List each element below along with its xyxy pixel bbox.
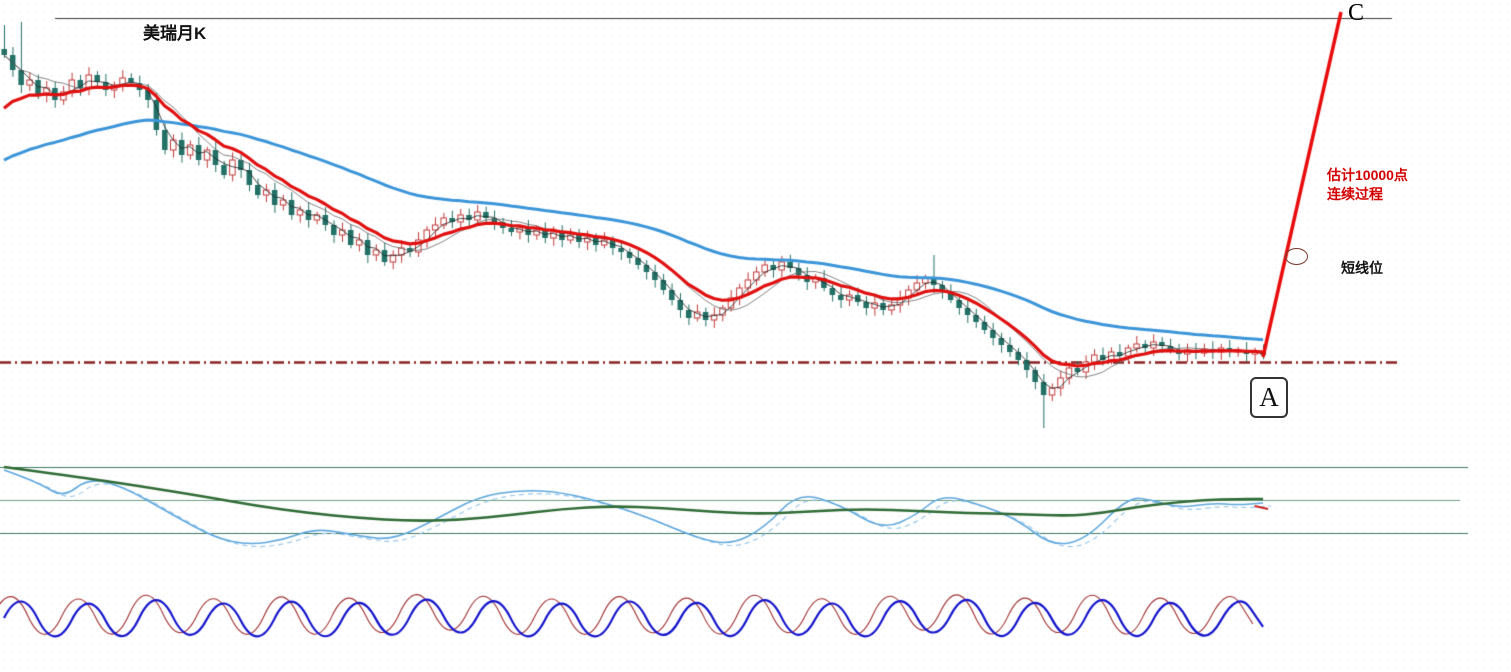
- forecast-annotation-line2: 连续过程: [1327, 186, 1383, 202]
- wave-point-a-label: A: [1259, 382, 1279, 412]
- forecast-annotation-line1: 估计10000点: [1327, 167, 1408, 183]
- forecast-annotation: 估计10000点 连续过程: [1327, 166, 1408, 204]
- short-term-marker-circle: [1285, 248, 1308, 265]
- wave-point-a-box: A: [1250, 377, 1288, 418]
- short-term-label: 短线位: [1341, 260, 1383, 276]
- wave-point-c-label: C: [1348, 0, 1365, 26]
- chart-title: 美瑞月K: [143, 24, 207, 43]
